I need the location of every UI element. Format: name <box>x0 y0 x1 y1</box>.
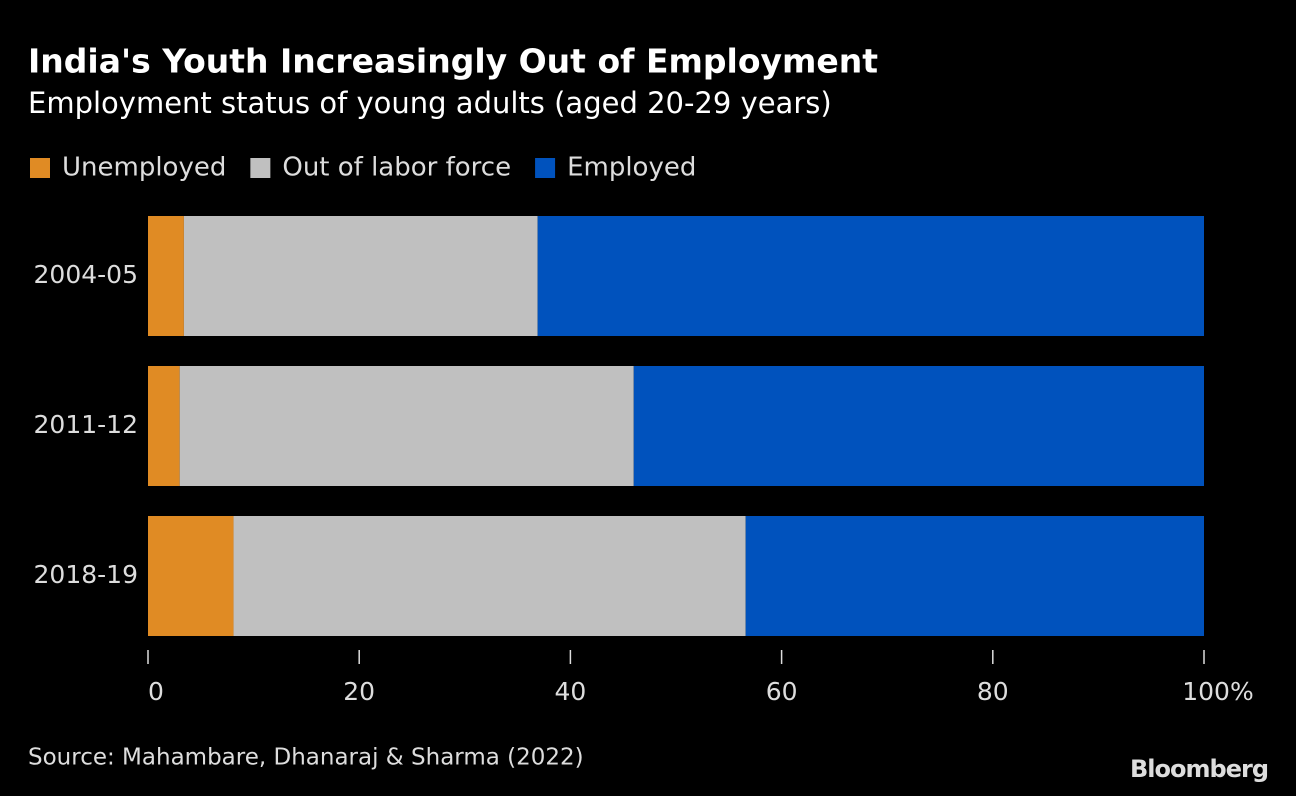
bar-segment <box>233 516 746 636</box>
legend-swatch <box>535 158 556 178</box>
x-tick-label: 60 <box>766 677 798 706</box>
source: Source: Mahambare, Dhanaraj & Sharma (20… <box>28 745 584 771</box>
chart-subtitle: Employment status of young adults (aged … <box>28 86 832 120</box>
bar-segment <box>179 366 634 486</box>
x-tick-label: 0 <box>148 677 164 706</box>
category-label: 2011-12 <box>34 410 138 439</box>
bar-segment <box>633 366 1204 486</box>
x-tick-label: 40 <box>554 677 586 706</box>
brand-logo: Bloomberg <box>1130 755 1268 783</box>
bar-segment <box>148 216 184 336</box>
x-tick-label: 20 <box>343 677 375 706</box>
category-label: 2004-05 <box>34 260 138 289</box>
bar-segment <box>537 216 1204 336</box>
chart-title: India's Youth Increasingly Out of Employ… <box>28 42 878 81</box>
legend-label: Employed <box>567 153 696 183</box>
category-label: 2018-19 <box>34 560 138 589</box>
x-tick-label: 80 <box>977 677 1009 706</box>
legend-label: Unemployed <box>62 153 226 183</box>
bar-segment <box>745 516 1204 636</box>
bar-segment <box>148 516 234 636</box>
legend-label: Out of labor force <box>282 153 511 183</box>
bar-segment <box>183 216 538 336</box>
x-tick-label: 100% <box>1182 677 1253 706</box>
legend-swatch <box>30 158 50 178</box>
legend-swatch <box>250 158 271 178</box>
bar-segment <box>148 366 180 486</box>
